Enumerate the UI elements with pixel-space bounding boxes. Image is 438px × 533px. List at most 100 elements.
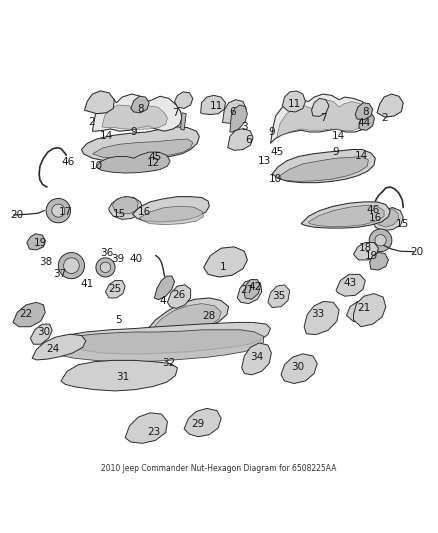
Text: 26: 26 <box>172 290 185 300</box>
Text: 9: 9 <box>131 127 137 137</box>
Polygon shape <box>52 204 65 217</box>
Polygon shape <box>370 253 389 270</box>
Text: 8: 8 <box>137 104 144 114</box>
Polygon shape <box>336 274 365 296</box>
Text: 31: 31 <box>117 373 130 382</box>
Polygon shape <box>61 360 177 391</box>
Text: 18: 18 <box>359 243 372 253</box>
Text: 7: 7 <box>321 113 327 123</box>
Polygon shape <box>230 105 247 132</box>
Polygon shape <box>92 94 182 131</box>
Polygon shape <box>242 343 272 375</box>
Text: 24: 24 <box>46 344 60 353</box>
Polygon shape <box>154 276 174 300</box>
Text: 2010 Jeep Commander Nut-Hexagon Diagram for 6508225AA: 2010 Jeep Commander Nut-Hexagon Diagram … <box>101 464 337 473</box>
Polygon shape <box>311 99 329 116</box>
Polygon shape <box>154 304 221 335</box>
Text: 46: 46 <box>61 157 74 167</box>
Polygon shape <box>106 280 125 298</box>
Polygon shape <box>237 280 262 304</box>
Text: 14: 14 <box>100 132 113 141</box>
Text: 30: 30 <box>291 362 304 372</box>
Text: 42: 42 <box>248 281 261 292</box>
Text: 19: 19 <box>34 238 47 248</box>
Text: 2: 2 <box>381 113 388 123</box>
Polygon shape <box>92 139 193 158</box>
Polygon shape <box>268 285 290 308</box>
Polygon shape <box>140 206 203 224</box>
Polygon shape <box>281 354 317 384</box>
Polygon shape <box>359 113 374 130</box>
Text: 32: 32 <box>162 358 176 368</box>
Polygon shape <box>64 258 79 273</box>
Polygon shape <box>30 324 52 344</box>
Polygon shape <box>375 235 386 246</box>
Polygon shape <box>125 413 167 443</box>
Text: 33: 33 <box>311 309 324 319</box>
Text: 15: 15 <box>396 219 409 229</box>
Polygon shape <box>204 247 247 277</box>
Text: 10: 10 <box>268 174 282 184</box>
Polygon shape <box>109 197 143 220</box>
Polygon shape <box>13 302 45 327</box>
Polygon shape <box>308 205 384 227</box>
Text: 13: 13 <box>258 156 271 166</box>
Text: 35: 35 <box>272 291 285 301</box>
Text: 19: 19 <box>364 251 378 261</box>
Polygon shape <box>201 95 226 115</box>
Text: 40: 40 <box>130 254 143 264</box>
Text: 21: 21 <box>357 303 371 313</box>
Polygon shape <box>38 330 264 362</box>
Text: 16: 16 <box>369 213 382 223</box>
Polygon shape <box>184 408 221 437</box>
Text: 45: 45 <box>271 147 284 157</box>
Text: 9: 9 <box>333 147 339 157</box>
Text: 34: 34 <box>250 352 263 362</box>
Text: 28: 28 <box>202 311 215 321</box>
Polygon shape <box>283 91 305 112</box>
Text: 6: 6 <box>245 135 252 145</box>
Text: 6: 6 <box>229 107 235 117</box>
Text: 4: 4 <box>160 296 166 305</box>
Polygon shape <box>113 197 138 214</box>
Text: 12: 12 <box>147 158 160 168</box>
Polygon shape <box>52 322 271 354</box>
Text: 39: 39 <box>111 254 124 264</box>
Text: 17: 17 <box>59 207 72 217</box>
Text: 29: 29 <box>191 419 205 429</box>
Polygon shape <box>102 105 167 130</box>
Text: 25: 25 <box>109 284 122 294</box>
Polygon shape <box>377 94 403 117</box>
Polygon shape <box>81 127 199 161</box>
Polygon shape <box>346 302 373 321</box>
Polygon shape <box>46 198 71 223</box>
Polygon shape <box>174 92 193 108</box>
Text: 30: 30 <box>37 327 50 337</box>
Polygon shape <box>85 91 114 114</box>
Text: 44: 44 <box>357 118 371 128</box>
Polygon shape <box>377 209 399 227</box>
Text: 10: 10 <box>90 161 103 171</box>
Text: 9: 9 <box>268 127 275 137</box>
Polygon shape <box>353 294 386 327</box>
Text: 36: 36 <box>101 248 114 259</box>
Text: 43: 43 <box>343 278 357 288</box>
Text: 8: 8 <box>362 107 369 117</box>
Text: 37: 37 <box>53 269 67 279</box>
Polygon shape <box>277 100 367 138</box>
Text: 38: 38 <box>39 257 53 267</box>
Polygon shape <box>100 262 111 272</box>
Polygon shape <box>147 298 229 337</box>
Text: 15: 15 <box>113 209 126 219</box>
Polygon shape <box>228 128 253 150</box>
Polygon shape <box>369 229 392 252</box>
Polygon shape <box>244 280 261 299</box>
Text: 14: 14 <box>355 151 368 161</box>
Polygon shape <box>223 100 246 123</box>
Polygon shape <box>272 149 375 183</box>
Text: 45: 45 <box>148 152 162 163</box>
Text: 2: 2 <box>88 117 95 126</box>
Text: 23: 23 <box>147 427 160 438</box>
Text: 11: 11 <box>210 101 223 111</box>
Text: 3: 3 <box>241 122 247 132</box>
